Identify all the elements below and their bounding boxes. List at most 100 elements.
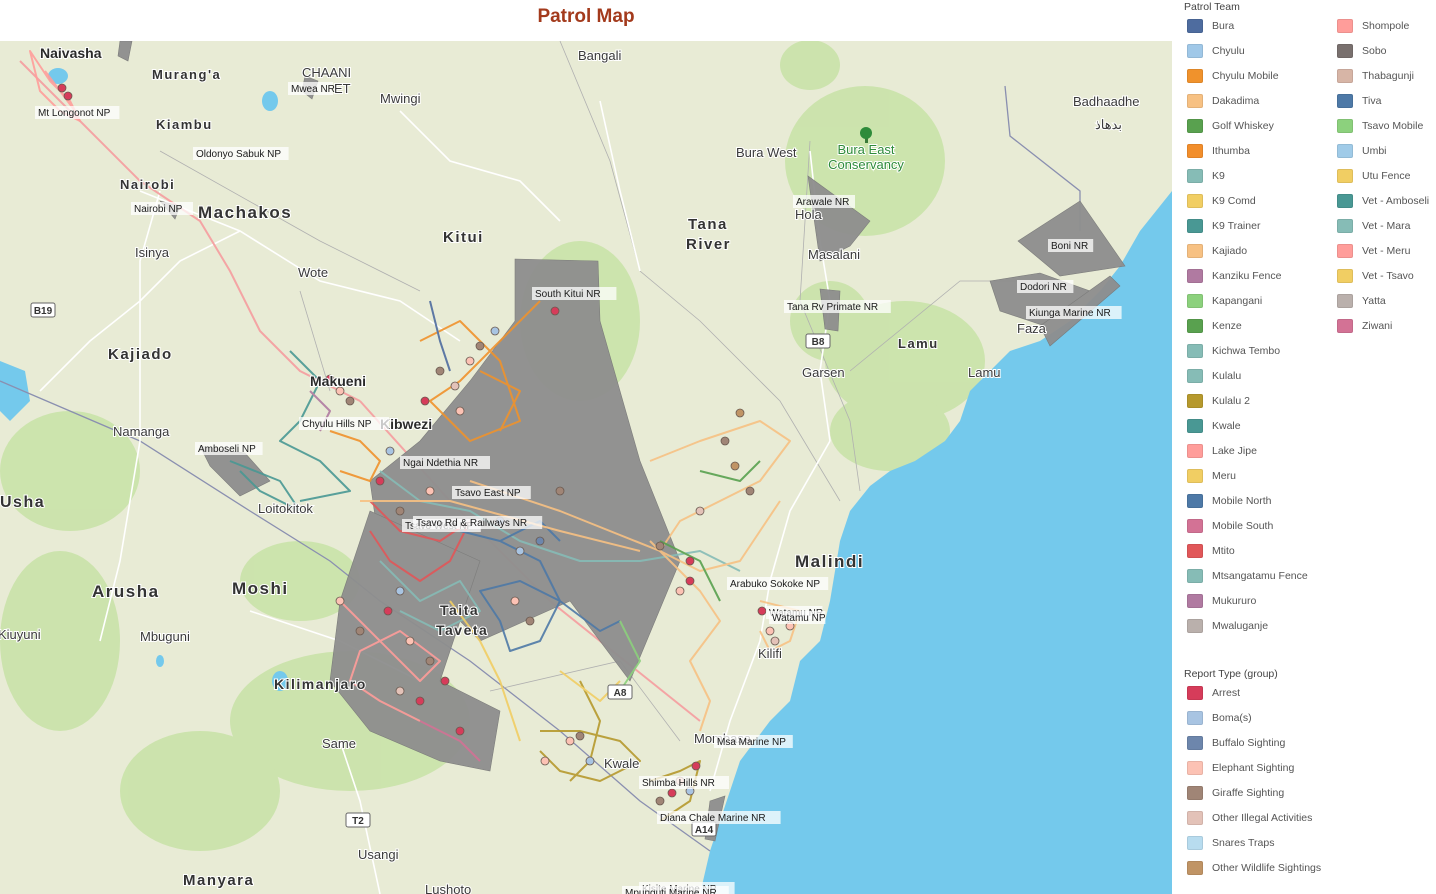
place-label-inline: Kibwezi <box>380 416 432 432</box>
road-shield-label: A14 <box>695 825 714 836</box>
legend-swatch <box>1187 619 1203 633</box>
legend-item-team[interactable]: Golf Whiskey <box>1187 115 1274 137</box>
legend-item-team[interactable]: Vet - Meru <box>1337 240 1410 262</box>
legend-item-team[interactable]: Dakadima <box>1187 90 1259 112</box>
legend-label: Other Wildlife Sightings <box>1212 862 1322 874</box>
legend-swatch <box>1337 244 1353 258</box>
legend-item-report-type[interactable]: Other Wildlife Sightings <box>1187 857 1321 879</box>
legend-item-team[interactable]: Mtito <box>1187 540 1235 562</box>
legend-item-team[interactable]: Meru <box>1187 465 1236 487</box>
legend-swatch <box>1187 69 1203 83</box>
reserve-label-bg <box>714 735 793 748</box>
lakes <box>0 68 288 691</box>
legend-item-report-type[interactable]: Buffalo Sighting <box>1187 732 1285 754</box>
legend-swatch <box>1187 344 1203 358</box>
legend-item-team[interactable]: Kwale <box>1187 415 1241 437</box>
legend-item-report-type[interactable]: Boma(s) <box>1187 707 1252 729</box>
legend-item-team[interactable]: Ziwani <box>1337 315 1392 337</box>
reserve-label-bg <box>35 106 120 119</box>
place-label-small: Kwale <box>604 756 639 771</box>
legend-swatch <box>1187 786 1203 800</box>
place-label-small: Faza <box>1017 321 1047 336</box>
legend-item-team[interactable]: Vet - Amboseli <box>1337 190 1429 212</box>
place-label-large: Moshi <box>232 579 289 598</box>
legend-item-team[interactable]: Mwaluganje <box>1187 615 1268 637</box>
legend-item-team[interactable]: Ithumba <box>1187 140 1250 162</box>
legend-label: Chyulu Mobile <box>1212 70 1279 82</box>
legend-item-report-type[interactable]: Elephant Sighting <box>1187 757 1294 779</box>
legend-item-team[interactable]: Mukururo <box>1187 590 1256 612</box>
legend-item-report-type[interactable]: Other Illegal Activities <box>1187 807 1312 829</box>
legend-item-team[interactable]: Vet - Tsavo <box>1337 265 1414 287</box>
reserve-label-bg <box>1026 306 1122 319</box>
legend-swatch <box>1187 419 1203 433</box>
place-label-small: Garsen <box>802 365 845 380</box>
legend-swatch <box>1187 319 1203 333</box>
legend-item-team[interactable]: Kajiado <box>1187 240 1247 262</box>
legend-item-team[interactable]: Chyulu Mobile <box>1187 65 1279 87</box>
legend-swatch <box>1187 736 1203 750</box>
legend-label: Yatta <box>1362 295 1386 307</box>
legend-item-team[interactable]: Kapangani <box>1187 290 1262 312</box>
legend-item-team[interactable]: Bura <box>1187 15 1234 37</box>
road-shield: A8 <box>607 684 633 700</box>
legend-label: Elephant Sighting <box>1212 762 1295 774</box>
legend-label: Mtsangatamu Fence <box>1212 570 1308 582</box>
legend-label: Kulalu 2 <box>1212 395 1250 407</box>
legend-swatch <box>1187 569 1203 583</box>
protected-areas <box>117 41 1126 842</box>
legend-item-team[interactable]: Chyulu <box>1187 40 1245 62</box>
legend-swatch <box>1187 761 1203 775</box>
reserve-label: Arabuko Sokoke NP <box>730 579 820 590</box>
reserve-label-bg <box>639 776 729 789</box>
legend-item-team[interactable]: Lake Jipe <box>1187 440 1257 462</box>
patrol-map[interactable]: B19 B8 A8 T2 A14 Kajiado Kitui Tana River Lamu Ma… <box>0 41 1172 894</box>
legend-item-report-type[interactable]: Arrest <box>1187 682 1240 704</box>
legend-item-team[interactable]: K9 Comd <box>1187 190 1256 212</box>
place-label-large: Malindi <box>795 552 864 571</box>
reserve-label-bg <box>793 195 855 208</box>
legend-item-team[interactable]: Sobo <box>1337 40 1387 62</box>
legend-item-team[interactable]: Umbi <box>1337 140 1387 162</box>
patrol-team-legend-title: Patrol Team <box>1184 1 1240 13</box>
place-label-small: Hola <box>795 207 823 222</box>
legend-label: Chyulu <box>1212 45 1245 57</box>
legend-item-team[interactable]: Mtsangatamu Fence <box>1187 565 1308 587</box>
legend-item-team[interactable]: Mobile South <box>1187 515 1273 537</box>
legend-swatch <box>1187 686 1203 700</box>
legend-item-team[interactable]: Utu Fence <box>1337 165 1410 187</box>
legend-item-team[interactable]: Kichwa Tembo <box>1187 340 1280 362</box>
legend-swatch <box>1187 244 1203 258</box>
legend-item-team[interactable]: K9 Trainer <box>1187 215 1260 237</box>
legend-item-team[interactable]: Vet - Mara <box>1337 215 1410 237</box>
legend-item-team[interactable]: K9 <box>1187 165 1225 187</box>
legend-item-team[interactable]: Thabagunji <box>1337 65 1414 87</box>
legend-label: Sobo <box>1362 45 1387 57</box>
legend-item-report-type[interactable]: Snares Traps <box>1187 832 1274 854</box>
reserve-label: Mt Longonot NP <box>38 108 111 119</box>
reserve-label: South Kitui NR <box>535 289 601 300</box>
reserve-label: Shimba Hills NR <box>642 778 715 789</box>
legend-item-team[interactable]: Kulalu 2 <box>1187 390 1250 412</box>
legend-label: Kwale <box>1212 420 1241 432</box>
legend-item-report-type[interactable]: Giraffe Sighting <box>1187 782 1284 804</box>
reserve-label-bg <box>727 577 829 590</box>
legend-item-team[interactable]: Kenze <box>1187 315 1242 337</box>
legend-item-team[interactable]: Mobile North <box>1187 490 1272 512</box>
legend-item-team[interactable]: Shompole <box>1337 15 1409 37</box>
legend-item-team[interactable]: Tiva <box>1337 90 1381 112</box>
legend-label: Tsavo Mobile <box>1362 120 1424 132</box>
place-label-small: Masalani <box>808 247 860 262</box>
legend-swatch <box>1187 144 1203 158</box>
legend-item-team[interactable]: Yatta <box>1337 290 1386 312</box>
legend-item-team[interactable]: Tsavo Mobile <box>1337 115 1423 137</box>
legend-label: Dakadima <box>1212 95 1260 107</box>
legend-label: Arrest <box>1212 687 1241 699</box>
legend-label: K9 Comd <box>1212 195 1256 207</box>
legend-label: Boma(s) <box>1212 712 1252 724</box>
reserve-label: Watamu NP <box>772 613 826 624</box>
legend-item-team[interactable]: Kanziku Fence <box>1187 265 1281 287</box>
legend-swatch <box>1187 394 1203 408</box>
legend-item-team[interactable]: Kulalu <box>1187 365 1241 387</box>
legend-label: Umbi <box>1362 145 1387 157</box>
